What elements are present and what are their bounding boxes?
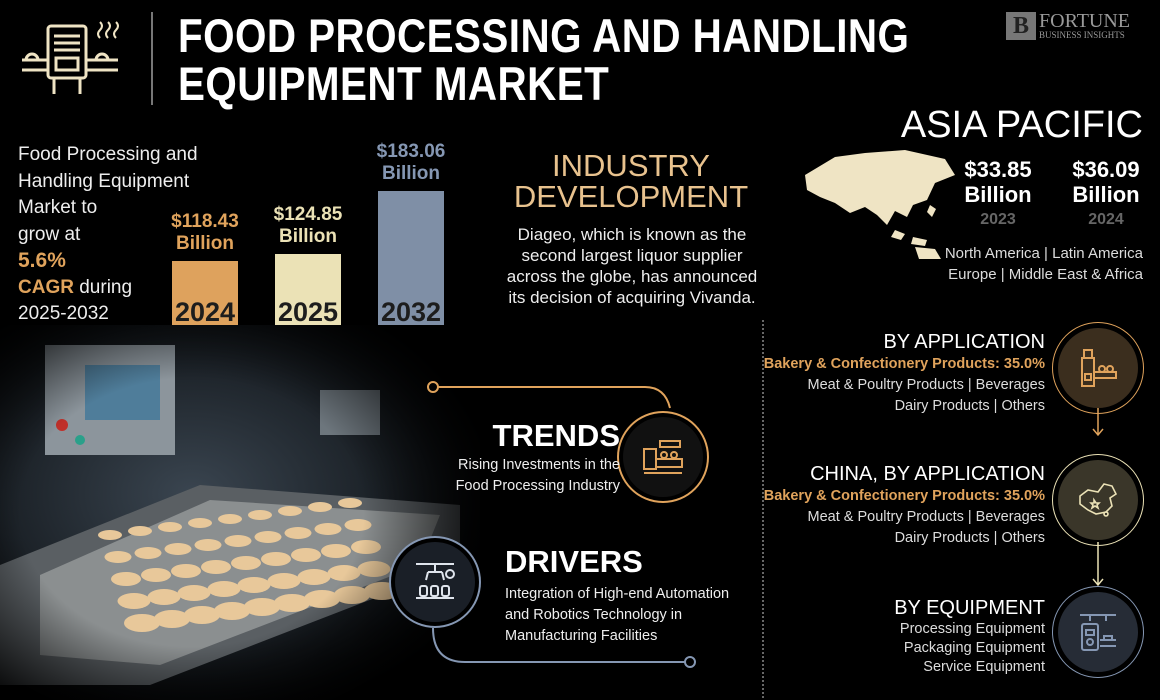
factory-conveyor-photo — [0, 325, 480, 700]
drivers-title: DRIVERS — [505, 544, 643, 579]
bar-value: $183.06 — [376, 140, 446, 162]
production-line-icon — [623, 417, 703, 497]
segment-title: CHINA, BY APPLICATION — [810, 463, 1045, 485]
trends-line: Food Processing Industry — [455, 478, 620, 494]
ap-2023-block: $33.85 Billion 2023 — [948, 157, 1048, 232]
segment-title: BY APPLICATION — [883, 331, 1045, 353]
ap-2024-unit: Billion — [1072, 182, 1140, 207]
ap-2023-year: 2023 — [980, 211, 1016, 228]
robot-arm-icon — [395, 542, 475, 622]
bar-year-label: 2025 — [277, 296, 339, 327]
header-divider — [151, 12, 153, 105]
bar-value: $118.43 — [171, 211, 239, 233]
drivers-line: Manufacturing Facilities — [505, 628, 658, 644]
industry-development-text: Diageo, which is known as the second lar… — [506, 225, 758, 307]
other-regions: North America | Latin America Europe | M… — [945, 243, 1143, 285]
bar-2025: 2025 $124.85 Billion — [274, 204, 343, 327]
segment-china-by-application: CHINA, BY APPLICATION Bakery & Confectio… — [764, 462, 1045, 549]
packaging-machine-icon — [1058, 592, 1138, 672]
bar-2024: 2024 $118.43 Billion — [171, 211, 239, 327]
segment-highlight: Bakery & Confectionery Products: 35.0% — [763, 488, 1045, 504]
food-machine-icon — [18, 18, 128, 103]
bakery-machine-icon — [1058, 328, 1138, 408]
industry-title-line: INDUSTRY — [552, 148, 710, 183]
cagr-label: CAGR — [18, 276, 74, 298]
segment-line: Dairy Products | Others — [894, 398, 1045, 414]
industry-title-line: DEVELOPMENT — [513, 179, 749, 214]
section-divider — [762, 320, 764, 698]
asia-pacific-title: ASIA PACIFIC — [900, 104, 1143, 146]
trends-line: Rising Investments in the — [458, 457, 620, 473]
bar-2032: 2032 $183.06 Billion — [377, 141, 446, 327]
ap-2024-amount: $36.09 — [1072, 157, 1140, 182]
intro-line: grow at — [18, 223, 81, 245]
segment-title: BY EQUIPMENT — [894, 597, 1045, 619]
ap-2023-unit: Billion — [964, 182, 1032, 207]
industry-development-title: INDUSTRY DEVELOPMENT — [500, 150, 762, 212]
ap-2024-year: 2024 — [1088, 211, 1124, 228]
segment-line: Dairy Products | Others — [894, 530, 1045, 546]
intro-line: Market to — [18, 197, 98, 218]
asia-pacific-map-icon — [795, 145, 960, 265]
title-line-2: EQUIPMENT MARKET — [178, 57, 610, 110]
drivers-line: Integration of High-end Automation — [505, 586, 730, 602]
connector-lines — [427, 381, 696, 668]
fortune-logo: B FORTUNE BUSINESS INSIGHTS — [1006, 10, 1131, 40]
china-map-icon — [1058, 460, 1138, 540]
ap-2024-block: $36.09 Billion 2024 — [1056, 157, 1156, 232]
drivers-line: and Robotics Technology in — [505, 607, 683, 623]
cagr-value: 5.6% — [18, 249, 66, 272]
intro-line: Handling Equipment — [18, 170, 190, 192]
market-summary: Food Processing and Handling Equipment M… — [18, 142, 198, 328]
bar-value-label: $124.85 Billion — [238, 204, 378, 248]
segment-line: Packaging Equipment — [903, 640, 1045, 656]
bar-unit: Billion — [381, 162, 441, 184]
bar-year-label: 2024 — [174, 296, 236, 327]
bar-unit: Billion — [175, 233, 235, 255]
logo-mark-icon: B — [1006, 12, 1036, 40]
drivers-text: Integration of High-end Automation and R… — [505, 584, 729, 647]
regions-line: Europe | Middle East & Africa — [948, 266, 1143, 283]
forecast-period: 2025-2032 — [18, 303, 109, 324]
segment-line: Meat & Poultry Products | Beverages — [807, 377, 1046, 393]
ap-2023-amount: $33.85 — [964, 157, 1032, 182]
bar-value: $124.85 — [273, 204, 343, 226]
regions-line: North America | Latin America — [944, 245, 1143, 262]
segment-line: Meat & Poultry Products | Beverages — [807, 509, 1046, 525]
segment-highlight: Bakery & Confectionery Products: 35.0% — [763, 356, 1045, 372]
logo-text: FORTUNE — [1039, 10, 1131, 32]
segment-line: Processing Equipment — [899, 621, 1045, 637]
segment-by-application: BY APPLICATION Bakery & Confectionery Pr… — [764, 330, 1045, 417]
bar-unit: Billion — [278, 226, 338, 248]
bar-value-label: $118.43 Billion — [135, 211, 275, 255]
segment-by-equipment: BY EQUIPMENT Processing Equipment Packag… — [894, 596, 1045, 677]
trends-text: Rising Investments in the Food Processin… — [456, 455, 620, 497]
trends-title: TRENDS — [492, 418, 620, 453]
page-title: FOOD PROCESSING AND HANDLING EQUIPMENT M… — [178, 12, 909, 108]
title-line-1: FOOD PROCESSING AND HANDLING — [178, 9, 910, 62]
logo-subtext: BUSINESS INSIGHTS — [1039, 30, 1125, 40]
segment-line: Service Equipment — [923, 659, 1045, 675]
segment-arrows — [1092, 408, 1104, 587]
intro-line: Food Processing and — [18, 144, 198, 165]
bar-year-label: 2032 — [380, 296, 442, 327]
bar-value-label: $183.06 Billion — [341, 141, 481, 185]
intro-during: during — [73, 276, 133, 298]
